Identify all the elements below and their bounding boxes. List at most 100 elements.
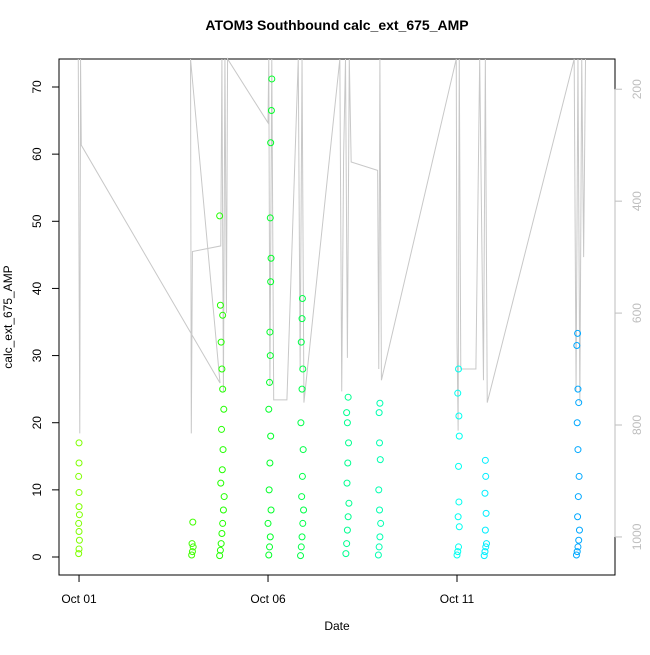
point [345,439,353,447]
point [75,439,83,447]
point [189,518,197,526]
point [453,551,461,559]
point [455,462,463,470]
point [265,551,273,559]
point [375,486,383,494]
point [219,519,227,527]
point [299,365,307,373]
y2-tick-label: 800 [630,415,644,435]
point [376,533,384,541]
point [75,519,83,527]
y-tick-label: 10 [30,483,44,497]
point [455,412,463,420]
point [573,548,581,556]
point [574,329,582,337]
point [217,540,225,548]
point [216,552,224,560]
point [298,472,306,480]
point [298,385,306,393]
point [455,365,463,373]
point [298,533,306,541]
y-axis-label: calc_ext_675_AMP [1,265,15,368]
x-tick-label: Oct 01 [61,592,97,606]
chart-title: ATOM3 Southbound calc_ext_675_AMP [205,17,468,33]
point [217,479,225,487]
point [375,543,383,551]
point [189,543,197,551]
point [300,506,308,514]
point [455,523,463,531]
point [218,466,226,474]
point [376,506,384,514]
point [480,552,488,560]
point [572,551,580,559]
point [188,548,196,556]
point [216,301,224,309]
point [75,527,83,535]
point [218,425,226,433]
point [75,550,83,558]
point [575,536,583,544]
point [216,212,224,220]
y2-tick-label: 400 [630,191,644,211]
y-tick-label: 60 [30,147,44,161]
point [297,543,305,551]
point [574,446,582,454]
y-tick-label: 40 [30,281,44,295]
point [298,493,306,501]
point [343,419,351,427]
point [343,526,351,534]
point [218,530,226,538]
point [376,399,384,407]
point [297,338,305,346]
point [455,432,463,440]
point [345,499,353,507]
point [481,526,489,534]
point [344,393,352,401]
point [188,540,196,548]
x-tick-label: Oct 06 [250,592,286,606]
point [297,419,305,427]
y2-tick-label: 600 [630,303,644,323]
point [216,546,224,554]
point [75,472,83,480]
point [298,295,306,303]
point [377,519,385,527]
point [573,419,581,427]
plot-frame [58,58,616,576]
point [266,533,274,541]
point [297,552,305,560]
point [481,456,489,464]
point [75,459,83,467]
point [575,399,583,407]
point [454,548,462,556]
point [267,106,275,114]
point [266,378,274,386]
x-tick-label: Oct 11 [440,592,475,606]
y-tick-label: 50 [30,214,44,228]
point [455,498,463,506]
point [267,506,275,514]
point [219,506,227,514]
y2-tick-label: 200 [630,79,644,99]
point [267,432,275,440]
point [574,513,582,521]
point [575,472,583,480]
point [376,439,384,447]
point [299,519,307,527]
point [265,405,273,413]
point [375,409,383,417]
point [75,545,83,553]
point [266,543,274,551]
point [217,338,225,346]
depth-line [77,57,587,434]
point [188,551,196,559]
point [482,472,490,480]
point [220,493,228,501]
point [75,503,83,511]
point [376,456,384,464]
point [267,254,275,262]
point [344,513,352,521]
point [219,311,227,319]
point [75,489,83,497]
